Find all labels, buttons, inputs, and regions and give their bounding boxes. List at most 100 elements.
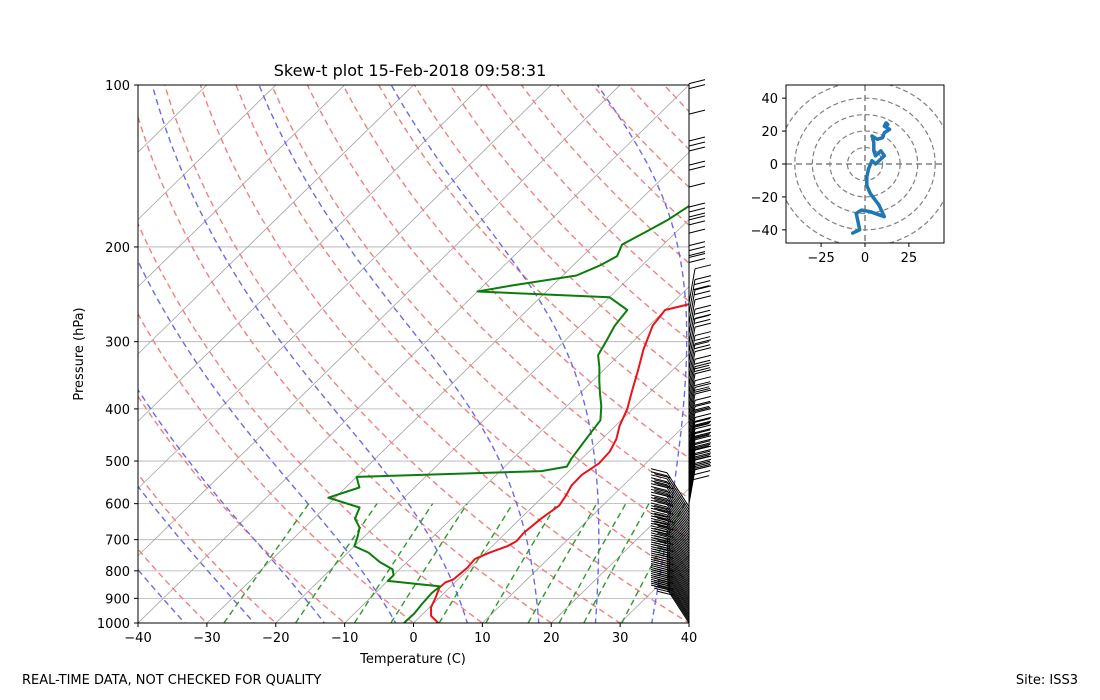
wind-barb-flag — [693, 387, 711, 393]
wind-barb-flag — [650, 525, 668, 531]
wind-barb — [650, 539, 690, 579]
wind-barb — [650, 505, 690, 544]
wind-barb-flag — [688, 258, 706, 263]
wind-barb-staff — [666, 475, 690, 511]
wind-barb-staff — [666, 487, 690, 522]
wind-barb-flag — [688, 79, 706, 85]
wind-barb-staff — [666, 552, 690, 587]
dry-adiabat — [235, 85, 689, 582]
mixing-ratio-line — [583, 503, 650, 623]
wind-barb — [688, 322, 712, 362]
wind-barb-flag — [694, 295, 712, 301]
wind-barb-flag — [693, 400, 711, 406]
wind-barb-flag — [650, 527, 668, 533]
wind-barb-flag — [657, 566, 674, 572]
wind-barb-flag — [654, 561, 671, 567]
y-tick-label: 500 — [105, 455, 130, 470]
wind-barb-flag — [693, 423, 710, 428]
isotherm-line — [0, 73, 81, 634]
mixing-ratio-line — [390, 503, 468, 623]
wind-barb-flag — [654, 579, 671, 585]
wind-barb-staff — [688, 453, 696, 488]
skewt-background-lines — [0, 73, 1100, 634]
dry-adiabat — [449, 85, 689, 341]
moist-adiabat — [258, 85, 540, 623]
wind-barb — [688, 347, 712, 386]
wind-barb — [650, 522, 690, 562]
wind-barb-flag — [654, 557, 671, 563]
wind-barb-staff — [666, 586, 690, 622]
isotherm-line — [206, 151, 689, 623]
wind-barb-flag — [693, 475, 710, 481]
wind-barb-flag — [693, 465, 710, 471]
wind-barb — [688, 431, 712, 471]
wind-barb-staff — [688, 318, 696, 353]
wind-barb-flag — [694, 362, 712, 368]
wind-barb — [688, 420, 712, 460]
wind-barb — [688, 408, 712, 447]
wind-barb-flag — [694, 458, 712, 464]
wind-barb-flag — [657, 560, 674, 566]
wind-barb-flag — [693, 381, 711, 387]
wind-barb — [688, 413, 712, 452]
x-tick-label: −20 — [262, 631, 289, 646]
wind-barb-staff — [666, 531, 690, 567]
isotherm-line — [746, 73, 1100, 634]
wind-barb-staff — [688, 436, 696, 471]
wind-barb-flag — [693, 367, 711, 373]
wind-barb-flag — [688, 207, 706, 213]
wind-barb-flag — [688, 146, 706, 152]
wind-barb-flag — [650, 582, 668, 588]
wind-barb-flag — [694, 431, 712, 437]
wind-barb-staff — [688, 327, 696, 362]
wind-barb-flag — [657, 525, 674, 531]
hodograph-rings — [786, 85, 944, 243]
mixing-ratio-line — [353, 503, 434, 623]
wind-barb — [650, 474, 690, 514]
skewt-profiles — [327, 204, 689, 623]
dry-adiabat — [164, 85, 622, 623]
wind-barb-flag — [694, 413, 712, 418]
moist-adiabat — [138, 485, 256, 623]
isotherm-line — [138, 85, 689, 623]
isotherm-line — [481, 420, 689, 623]
wind-barb-flag — [688, 241, 706, 247]
moist-adiabat — [138, 568, 186, 623]
wind-barb-staff — [688, 299, 696, 334]
wind-barb-staff — [688, 406, 696, 441]
isotherm-line — [688, 622, 689, 623]
wind-barb-flag — [694, 304, 712, 310]
wind-barb-flag — [654, 585, 671, 591]
hodograph-panel: −25 0 25 −40 −20 0 20 40 — [751, 84, 945, 266]
wind-barb-staff — [688, 446, 696, 481]
wind-barb-flag — [657, 493, 674, 499]
wind-barb-flag — [694, 275, 712, 281]
wind-barb-staff — [666, 481, 690, 517]
dry-adiabat — [271, 85, 689, 541]
mixing-ratio-line — [294, 503, 378, 623]
wind-barb-staff — [666, 478, 690, 514]
y-tick-label: 300 — [105, 336, 130, 351]
wind-barb-staff — [688, 380, 696, 415]
wind-barb-flag — [654, 512, 671, 518]
y-axis-ticks: 1000 900 800 700 600 500 400 300 200 100 — [97, 79, 138, 632]
isotherm-line — [138, 85, 346, 288]
wind-barb-flag — [693, 445, 710, 451]
dry-adiabat — [413, 85, 689, 380]
moist-adiabat — [138, 259, 397, 623]
wind-barb-flag — [650, 520, 668, 526]
wind-barb — [688, 264, 712, 303]
wind-barb-staff — [688, 443, 696, 478]
wind-barb-flag — [693, 285, 710, 291]
wind-barb-staff — [666, 541, 690, 576]
wind-barb-flag — [693, 318, 711, 324]
wind-barb-flag — [654, 504, 671, 510]
wind-barb-flag — [657, 584, 674, 590]
wind-barb — [688, 389, 712, 429]
wind-barb — [650, 468, 690, 508]
wind-barb — [688, 339, 712, 378]
wind-barb-staff — [666, 538, 690, 574]
wind-barb-staff — [666, 506, 690, 542]
wind-barb-flag — [650, 545, 668, 551]
skewt-panel: Skew-t plot 15-Feb-2018 09:58:31 −40 −30−… — [0, 61, 1100, 667]
